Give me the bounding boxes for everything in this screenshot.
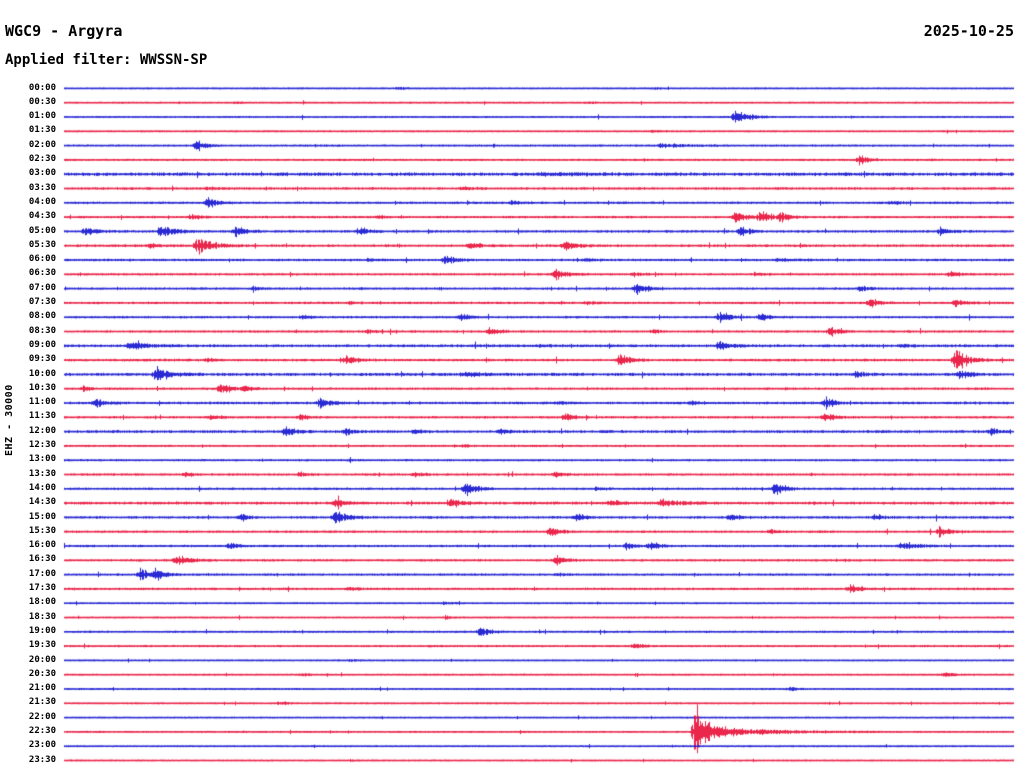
seismogram-traces-canvas [0, 0, 1024, 780]
